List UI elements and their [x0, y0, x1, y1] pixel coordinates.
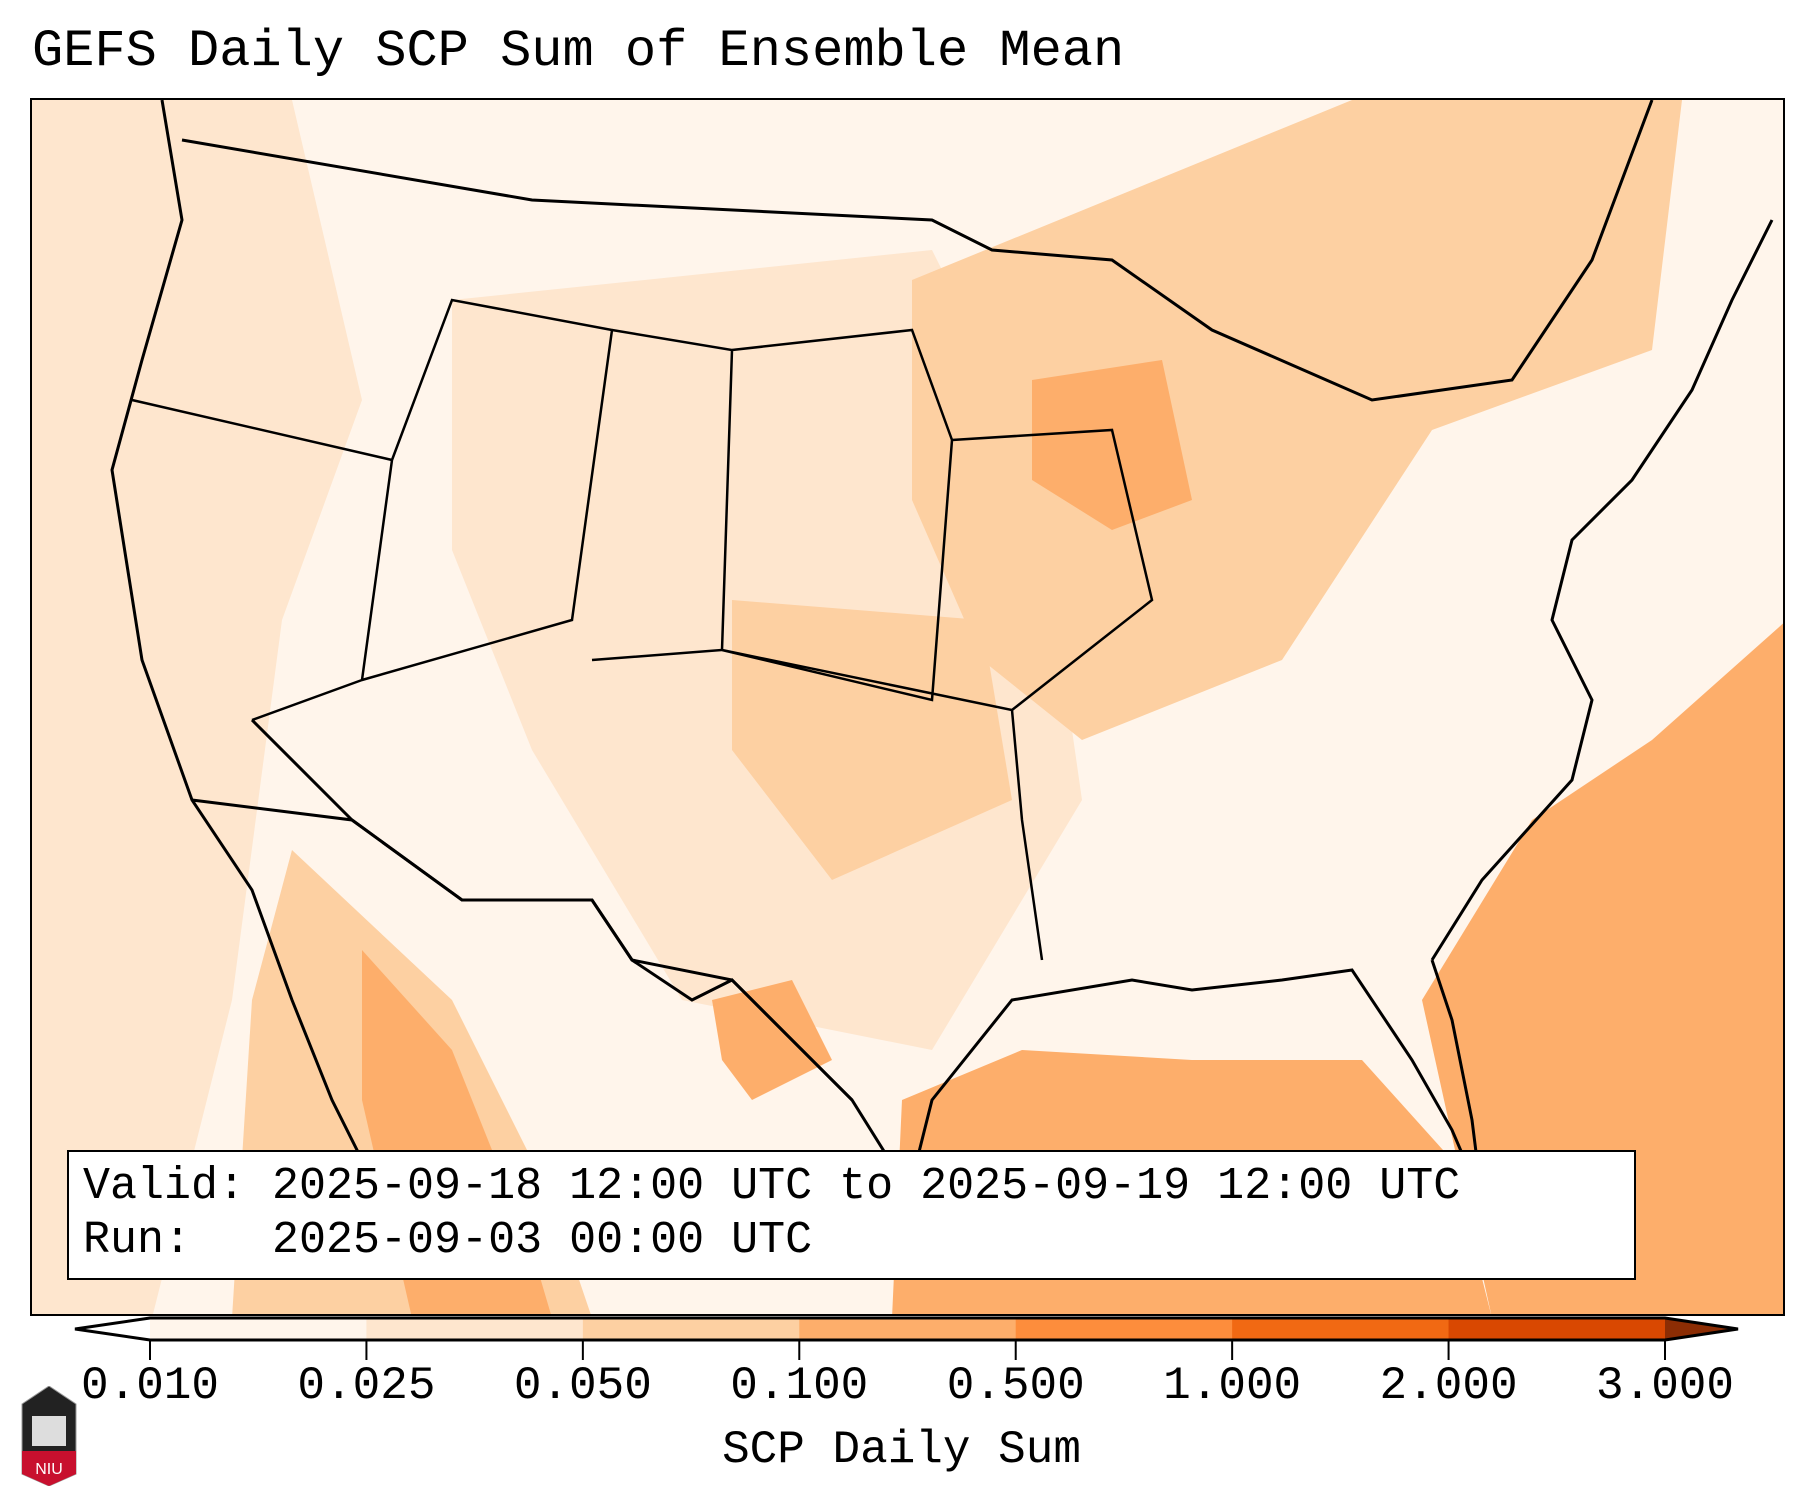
- colorbar-over-extend: [1665, 1318, 1738, 1340]
- valid-time-text: Valid: 2025-09-18 12:00 UTC to 2025-09-1…: [83, 1161, 1461, 1212]
- colorbar: [74, 1316, 1739, 1360]
- coastline: [110, 100, 1774, 1261]
- colorbar-segment: [1015, 1318, 1233, 1340]
- colorbar-label: SCP Daily Sum: [722, 1424, 1081, 1476]
- colorbar-under-extend: [75, 1318, 150, 1340]
- run-time-text: Run: 2025-09-03 00:00 UTC: [83, 1215, 813, 1266]
- map-title: GEFS Daily SCP Sum of Ensemble Mean: [32, 22, 1125, 81]
- colorbar-tick-label: 2.000: [1379, 1360, 1518, 1412]
- mexico-border: [250, 718, 854, 1102]
- colorbar-tick-label: 0.100: [730, 1360, 869, 1412]
- colorbar-tick-label: 3.000: [1595, 1360, 1735, 1412]
- scp-field-map: [32, 100, 1783, 1314]
- map-panel: [30, 98, 1785, 1316]
- colorbar-tick-label: 0.050: [513, 1360, 652, 1412]
- niu-logo: NIU: [21, 1386, 77, 1486]
- valid-run-infobox: Valid: 2025-09-18 12:00 UTC to 2025-09-1…: [67, 1150, 1636, 1280]
- colorbar-segment: [582, 1318, 800, 1340]
- colorbar-tick-label: 0.500: [946, 1360, 1085, 1412]
- colorbar-segment: [799, 1318, 1017, 1340]
- shade-atlantic: [1422, 623, 1783, 1314]
- state-lines: [131, 298, 1154, 961]
- shade-texas: [712, 980, 832, 1100]
- colorbar-segment: [366, 1318, 584, 1340]
- colorbar-tick-label: 0.010: [80, 1360, 220, 1412]
- svg-text:NIU: NIU: [35, 1461, 63, 1478]
- shade-wisconsin: [1032, 360, 1192, 530]
- colorbar-tick-label: 1.000: [1163, 1360, 1302, 1412]
- colorbar-tick-label: 0.025: [297, 1360, 436, 1412]
- colorbar-segment: [1232, 1318, 1450, 1340]
- colorbar-segment: [1448, 1318, 1666, 1340]
- canada-border: [181, 100, 1654, 402]
- colorbar-segment: [150, 1318, 367, 1340]
- shade-west-light: [32, 100, 362, 1314]
